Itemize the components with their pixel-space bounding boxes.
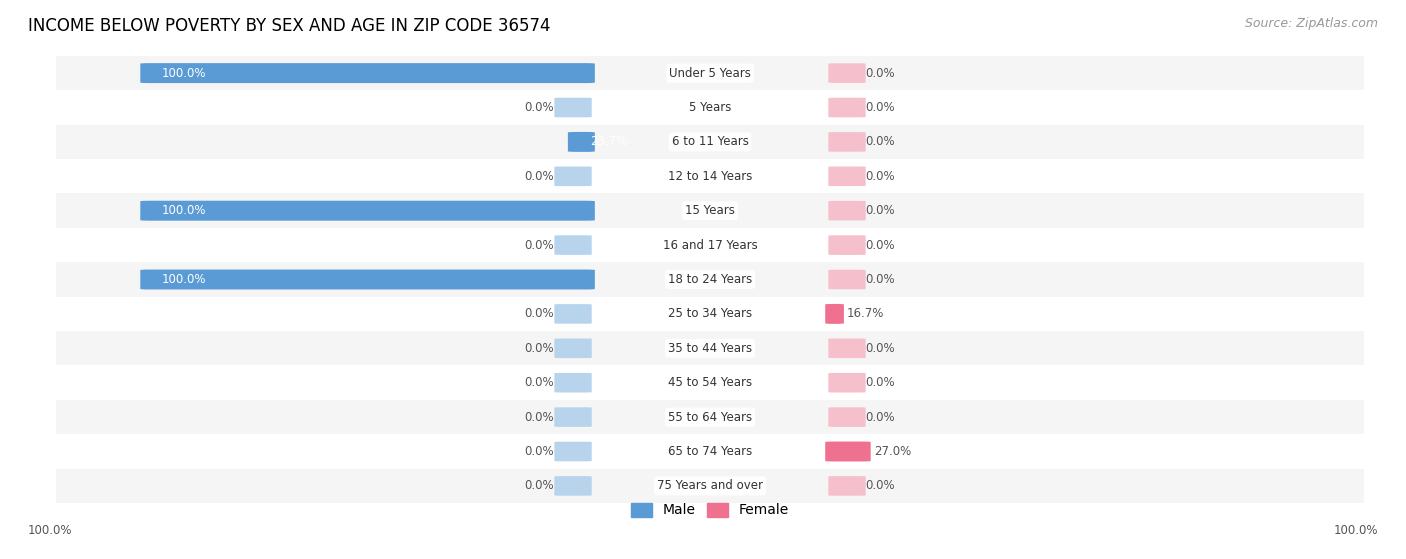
Text: 0.0%: 0.0% [866, 411, 896, 424]
FancyBboxPatch shape [825, 304, 844, 324]
FancyBboxPatch shape [828, 269, 866, 290]
Text: 100.0%: 100.0% [28, 524, 73, 537]
FancyBboxPatch shape [825, 442, 870, 462]
FancyBboxPatch shape [554, 304, 592, 324]
FancyBboxPatch shape [828, 235, 866, 255]
Text: 0.0%: 0.0% [866, 273, 896, 286]
Text: 0.0%: 0.0% [524, 445, 554, 458]
FancyBboxPatch shape [554, 98, 592, 117]
Text: 27.0%: 27.0% [873, 445, 911, 458]
Text: 100.0%: 100.0% [162, 67, 207, 79]
Text: 0.0%: 0.0% [524, 480, 554, 492]
FancyBboxPatch shape [554, 408, 592, 427]
Text: 0.0%: 0.0% [524, 170, 554, 183]
FancyBboxPatch shape [568, 132, 595, 152]
FancyBboxPatch shape [828, 167, 866, 186]
Text: 25 to 34 Years: 25 to 34 Years [668, 307, 752, 320]
FancyBboxPatch shape [828, 408, 866, 427]
FancyBboxPatch shape [56, 400, 1364, 434]
FancyBboxPatch shape [828, 98, 866, 117]
FancyBboxPatch shape [828, 63, 866, 83]
Text: 0.0%: 0.0% [866, 204, 896, 217]
Text: 0.0%: 0.0% [866, 170, 896, 183]
Text: 0.0%: 0.0% [866, 480, 896, 492]
FancyBboxPatch shape [56, 331, 1364, 366]
Legend: Male, Female: Male, Female [626, 497, 794, 523]
Text: 23.7%: 23.7% [589, 135, 627, 148]
FancyBboxPatch shape [554, 476, 592, 496]
Text: 0.0%: 0.0% [524, 376, 554, 389]
FancyBboxPatch shape [554, 339, 592, 358]
Text: 16 and 17 Years: 16 and 17 Years [662, 239, 758, 252]
Text: 6 to 11 Years: 6 to 11 Years [672, 135, 748, 148]
Text: 12 to 14 Years: 12 to 14 Years [668, 170, 752, 183]
Text: 0.0%: 0.0% [866, 101, 896, 114]
Text: 65 to 74 Years: 65 to 74 Years [668, 445, 752, 458]
FancyBboxPatch shape [56, 193, 1364, 228]
FancyBboxPatch shape [56, 468, 1364, 503]
Text: 16.7%: 16.7% [846, 307, 884, 320]
Text: 15 Years: 15 Years [685, 204, 735, 217]
Text: 0.0%: 0.0% [866, 239, 896, 252]
Text: 0.0%: 0.0% [524, 307, 554, 320]
FancyBboxPatch shape [56, 262, 1364, 297]
FancyBboxPatch shape [141, 201, 595, 221]
FancyBboxPatch shape [56, 91, 1364, 125]
Text: 0.0%: 0.0% [866, 67, 896, 79]
Text: INCOME BELOW POVERTY BY SEX AND AGE IN ZIP CODE 36574: INCOME BELOW POVERTY BY SEX AND AGE IN Z… [28, 17, 551, 35]
FancyBboxPatch shape [56, 366, 1364, 400]
FancyBboxPatch shape [56, 56, 1364, 91]
Text: Under 5 Years: Under 5 Years [669, 67, 751, 79]
FancyBboxPatch shape [141, 269, 595, 290]
FancyBboxPatch shape [56, 297, 1364, 331]
FancyBboxPatch shape [828, 373, 866, 392]
Text: 75 Years and over: 75 Years and over [657, 480, 763, 492]
FancyBboxPatch shape [828, 339, 866, 358]
Text: 0.0%: 0.0% [524, 101, 554, 114]
Text: 18 to 24 Years: 18 to 24 Years [668, 273, 752, 286]
Text: 100.0%: 100.0% [1333, 524, 1378, 537]
Text: 35 to 44 Years: 35 to 44 Years [668, 342, 752, 355]
FancyBboxPatch shape [141, 63, 595, 83]
FancyBboxPatch shape [56, 159, 1364, 193]
FancyBboxPatch shape [828, 201, 866, 220]
Text: 100.0%: 100.0% [162, 273, 207, 286]
FancyBboxPatch shape [554, 442, 592, 461]
Text: 0.0%: 0.0% [524, 239, 554, 252]
FancyBboxPatch shape [554, 167, 592, 186]
Text: 0.0%: 0.0% [524, 411, 554, 424]
Text: 0.0%: 0.0% [866, 342, 896, 355]
FancyBboxPatch shape [554, 235, 592, 255]
Text: Source: ZipAtlas.com: Source: ZipAtlas.com [1244, 17, 1378, 30]
Text: 0.0%: 0.0% [866, 376, 896, 389]
Text: 0.0%: 0.0% [866, 135, 896, 148]
FancyBboxPatch shape [828, 476, 866, 496]
Text: 55 to 64 Years: 55 to 64 Years [668, 411, 752, 424]
Text: 45 to 54 Years: 45 to 54 Years [668, 376, 752, 389]
FancyBboxPatch shape [56, 434, 1364, 468]
Text: 100.0%: 100.0% [162, 204, 207, 217]
FancyBboxPatch shape [56, 125, 1364, 159]
Text: 5 Years: 5 Years [689, 101, 731, 114]
FancyBboxPatch shape [56, 228, 1364, 262]
Text: 0.0%: 0.0% [524, 342, 554, 355]
FancyBboxPatch shape [554, 373, 592, 392]
FancyBboxPatch shape [828, 132, 866, 151]
